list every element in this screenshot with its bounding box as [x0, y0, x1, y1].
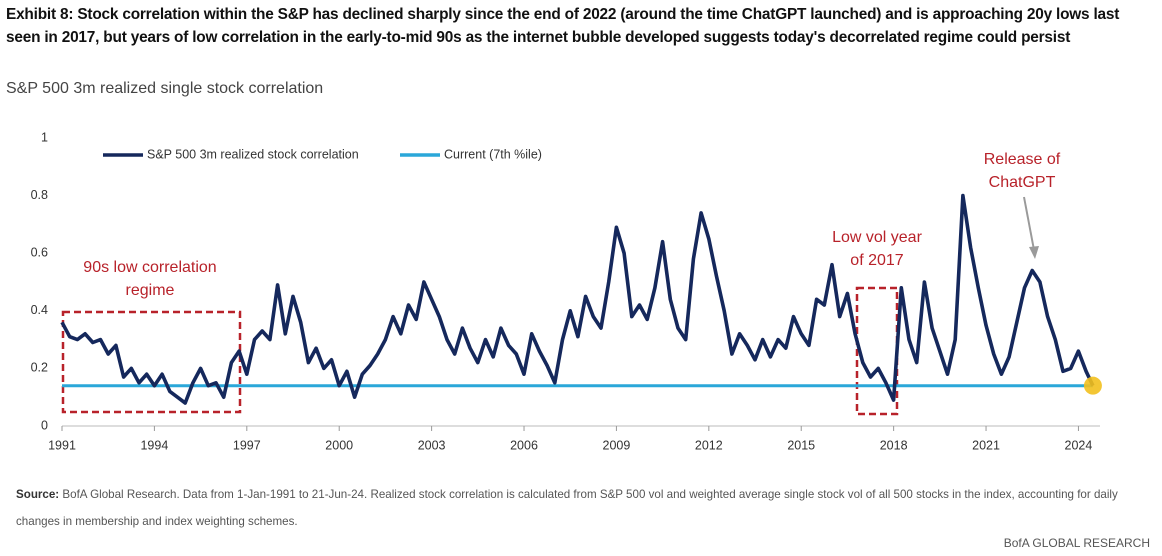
annotation: regime: [126, 282, 175, 299]
annotation-arrow: [1023, 196, 1035, 251]
y-tick-label: 0.2: [31, 361, 48, 375]
annotation: ChatGPT: [989, 174, 1056, 191]
annotation: 90s low correlation: [83, 259, 216, 276]
x-tick-label: 2021: [972, 438, 1000, 452]
end-marker: [1083, 376, 1102, 395]
annotation: Low vol year: [832, 229, 922, 246]
legend-label: Current (7th %ile): [444, 147, 542, 161]
x-tick-label: 2015: [787, 438, 815, 452]
annotation: of 2017: [850, 252, 903, 269]
source-note: Source: BofA Global Research. Data from …: [16, 481, 1156, 535]
y-tick-label: 0: [41, 418, 48, 432]
x-tick-label: 2000: [325, 438, 353, 452]
x-tick-label: 2006: [510, 438, 538, 452]
x-tick-label: 2024: [1065, 438, 1093, 452]
y-tick-label: 0.8: [31, 188, 48, 202]
x-tick-label: 2018: [880, 438, 908, 452]
chart-subtitle: S&P 500 3m realized single stock correla…: [6, 80, 324, 97]
brand: BofA GLOBAL RESEARCH: [1003, 536, 1150, 550]
x-tick-label: 1991: [48, 438, 76, 452]
y-tick-label: 1: [41, 130, 48, 144]
y-tick-label: 0.6: [31, 245, 48, 259]
x-tick-label: 1997: [233, 438, 261, 452]
legend-label: S&P 500 3m realized stock correlation: [147, 147, 359, 161]
chart-title: Exhibit 8: Stock correlation within the …: [6, 6, 1120, 46]
x-tick-label: 2003: [418, 438, 446, 452]
y-tick-label: 0.4: [31, 303, 48, 317]
source-text: BofA Global Research. Data from 1-Jan-19…: [16, 488, 1118, 528]
highlight-box: [61, 310, 242, 414]
annotation: Release of: [984, 151, 1061, 168]
arrow-head: [1029, 246, 1039, 259]
chart: 0 0.2 0.4 0.6 0.8 1 1991 1994 1997 2000 2003 2006 20…: [31, 130, 1102, 452]
series-line: [60, 193, 1095, 405]
x-tick-label: 2012: [695, 438, 723, 452]
x-tick-label: 2009: [603, 438, 631, 452]
source-label: Source:: [16, 488, 60, 501]
x-tick-label: 1994: [140, 438, 168, 452]
